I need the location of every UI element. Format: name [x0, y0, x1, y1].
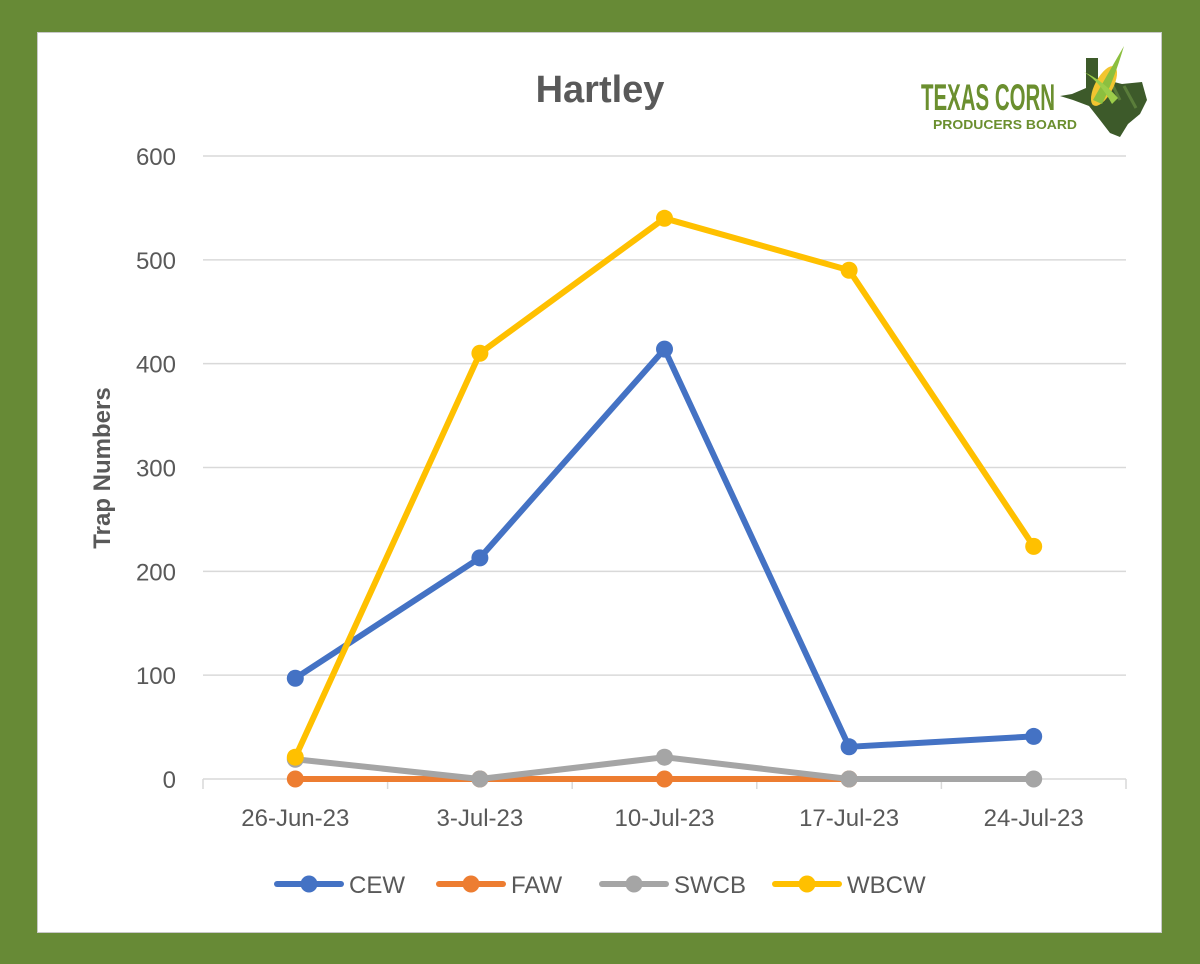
- series-cew: [286, 340, 1043, 756]
- y-tick-label: 500: [136, 248, 176, 275]
- y-axis-title: Trap Numbers: [89, 387, 116, 548]
- x-tick-label: 24-Jul-23: [984, 805, 1084, 832]
- legend-swatch-marker: [300, 875, 318, 893]
- series-wbcw: [286, 209, 1043, 766]
- data-point-wbcw: [840, 261, 858, 279]
- data-point-swcb: [656, 748, 673, 766]
- chart-title: Hartley: [536, 69, 665, 111]
- y-tick-label: 200: [136, 559, 176, 586]
- data-point-cew: [840, 738, 858, 756]
- series-line-cew: [292, 346, 1037, 750]
- data-point-swcb: [840, 770, 858, 788]
- x-tick-label: 17-Jul-23: [799, 805, 899, 832]
- data-point-swcb: [1025, 770, 1043, 788]
- data-point-swcb: [471, 770, 489, 788]
- data-point-cew: [286, 669, 304, 687]
- y-tick-label: 400: [136, 352, 176, 379]
- legend: CEW FAW SWCB WBCW: [274, 872, 926, 899]
- y-tick-label: 0: [163, 767, 176, 794]
- data-point-wbcw: [656, 209, 673, 227]
- legend-item-faw: FAW: [436, 872, 562, 899]
- gridlines: [203, 155, 1126, 676]
- axes: 0 100 200 300 400 500 600 26-Jun-23 3-Jul-23 10-J…: [136, 144, 1127, 832]
- legend-swatch-marker: [462, 875, 480, 893]
- logo-subtitle: PRODUCERS BOARD: [933, 117, 1077, 132]
- legend-label: WBCW: [847, 872, 926, 899]
- data-point-faw: [656, 770, 673, 788]
- legend-swatch-marker: [625, 875, 643, 893]
- legend-item-swcb: SWCB: [599, 872, 746, 899]
- x-tick-label: 3-Jul-23: [437, 805, 524, 832]
- data-point-faw: [286, 770, 304, 788]
- legend-swatch-marker: [798, 875, 816, 893]
- data-point-cew: [656, 340, 673, 358]
- texas-corn-logo: TEXAS CORN PRODUCERS BOARD: [921, 46, 1147, 137]
- data-point-wbcw: [1025, 537, 1043, 555]
- y-tick-label: 600: [136, 144, 176, 171]
- x-tick-label: 26-Jun-23: [241, 805, 349, 832]
- y-tick-label: 300: [136, 456, 176, 483]
- legend-label: CEW: [349, 872, 405, 899]
- chart-panel: [37, 32, 1162, 933]
- legend-item-cew: CEW: [274, 872, 405, 899]
- data-point-wbcw: [286, 748, 304, 766]
- series-layer: [286, 209, 1043, 788]
- data-point-wbcw: [471, 344, 489, 362]
- series-line-wbcw: [292, 215, 1037, 761]
- data-point-cew: [1025, 727, 1043, 745]
- x-tick-label: 10-Jul-23: [614, 805, 714, 832]
- texas-corn-icon: [1060, 46, 1147, 137]
- logo-title: TEXAS CORN: [921, 77, 1055, 118]
- legend-label: FAW: [511, 872, 562, 899]
- legend-item-wbcw: WBCW: [772, 872, 926, 899]
- y-tick-label: 100: [136, 663, 176, 690]
- data-point-cew: [471, 549, 489, 567]
- legend-label: SWCB: [674, 872, 746, 899]
